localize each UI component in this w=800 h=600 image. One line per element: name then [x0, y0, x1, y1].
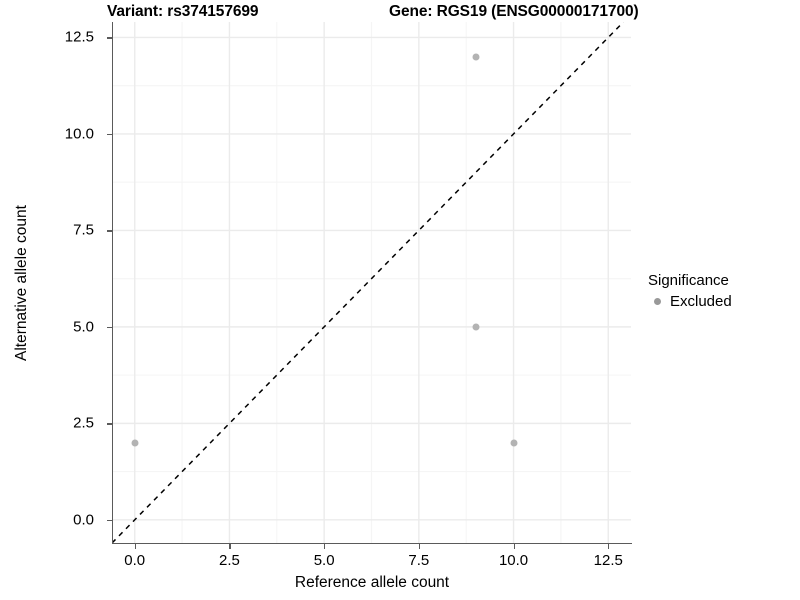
x-tick-mark	[608, 544, 610, 549]
y-tick-mark	[107, 230, 112, 232]
y-axis-label: Alternative allele count	[12, 22, 32, 543]
legend-item[interactable]: Excluded	[648, 292, 793, 311]
data-point[interactable]	[472, 323, 480, 331]
legend: Significance Excluded	[648, 272, 793, 311]
y-axis-line	[112, 22, 114, 544]
legend-item-label: Excluded	[670, 293, 732, 310]
y-tick-label: 12.5	[64, 28, 94, 46]
y-axis-label-text: Alternative allele count	[13, 204, 30, 361]
grid-and-data-layer	[112, 22, 631, 543]
gene-title: Gene: RGS19 (ENSG00000171700)	[389, 3, 639, 20]
x-tick-label: 10.0	[498, 552, 529, 569]
x-tick-mark	[418, 544, 421, 549]
x-axis-line	[112, 543, 632, 545]
y-tick-mark	[107, 423, 112, 425]
data-point[interactable]	[472, 53, 480, 61]
y-tick-mark	[107, 326, 112, 329]
x-tick-mark	[229, 544, 231, 549]
y-tick-label: 2.5	[73, 414, 94, 432]
diagonal-reference-line	[112, 22, 624, 543]
data-point[interactable]	[510, 439, 518, 447]
x-tick-label: 2.5	[219, 552, 240, 569]
x-tick-label: 0.0	[124, 552, 146, 569]
y-tick-mark	[107, 133, 112, 136]
x-tick-label: 12.5	[593, 552, 623, 569]
legend-title: Significance	[648, 272, 729, 289]
y-tick-mark	[107, 37, 112, 39]
x-tick-mark	[324, 544, 326, 549]
major-gridlines	[112, 22, 631, 543]
legend-items: Excluded	[648, 292, 793, 311]
y-tick-mark	[107, 519, 112, 522]
x-tick-label: 7.5	[408, 552, 430, 569]
minor-gridlines	[112, 22, 631, 543]
x-tick-label: 5.0	[313, 552, 335, 569]
x-axis-label: Reference allele count	[294, 574, 450, 591]
y-tick-label: 10.0	[64, 125, 94, 143]
plot-panel	[112, 22, 631, 543]
data-point[interactable]	[131, 439, 139, 447]
legend-circle-icon	[654, 298, 661, 305]
legend-key	[648, 292, 667, 311]
x-tick-mark	[513, 544, 515, 549]
y-tick-label: 7.5	[73, 221, 94, 239]
y-tick-label: 0.0	[73, 511, 94, 529]
y-tick-label: 5.0	[73, 318, 94, 336]
x-tick-mark	[134, 544, 136, 549]
variant-title: Variant: rs374157699	[107, 3, 259, 20]
